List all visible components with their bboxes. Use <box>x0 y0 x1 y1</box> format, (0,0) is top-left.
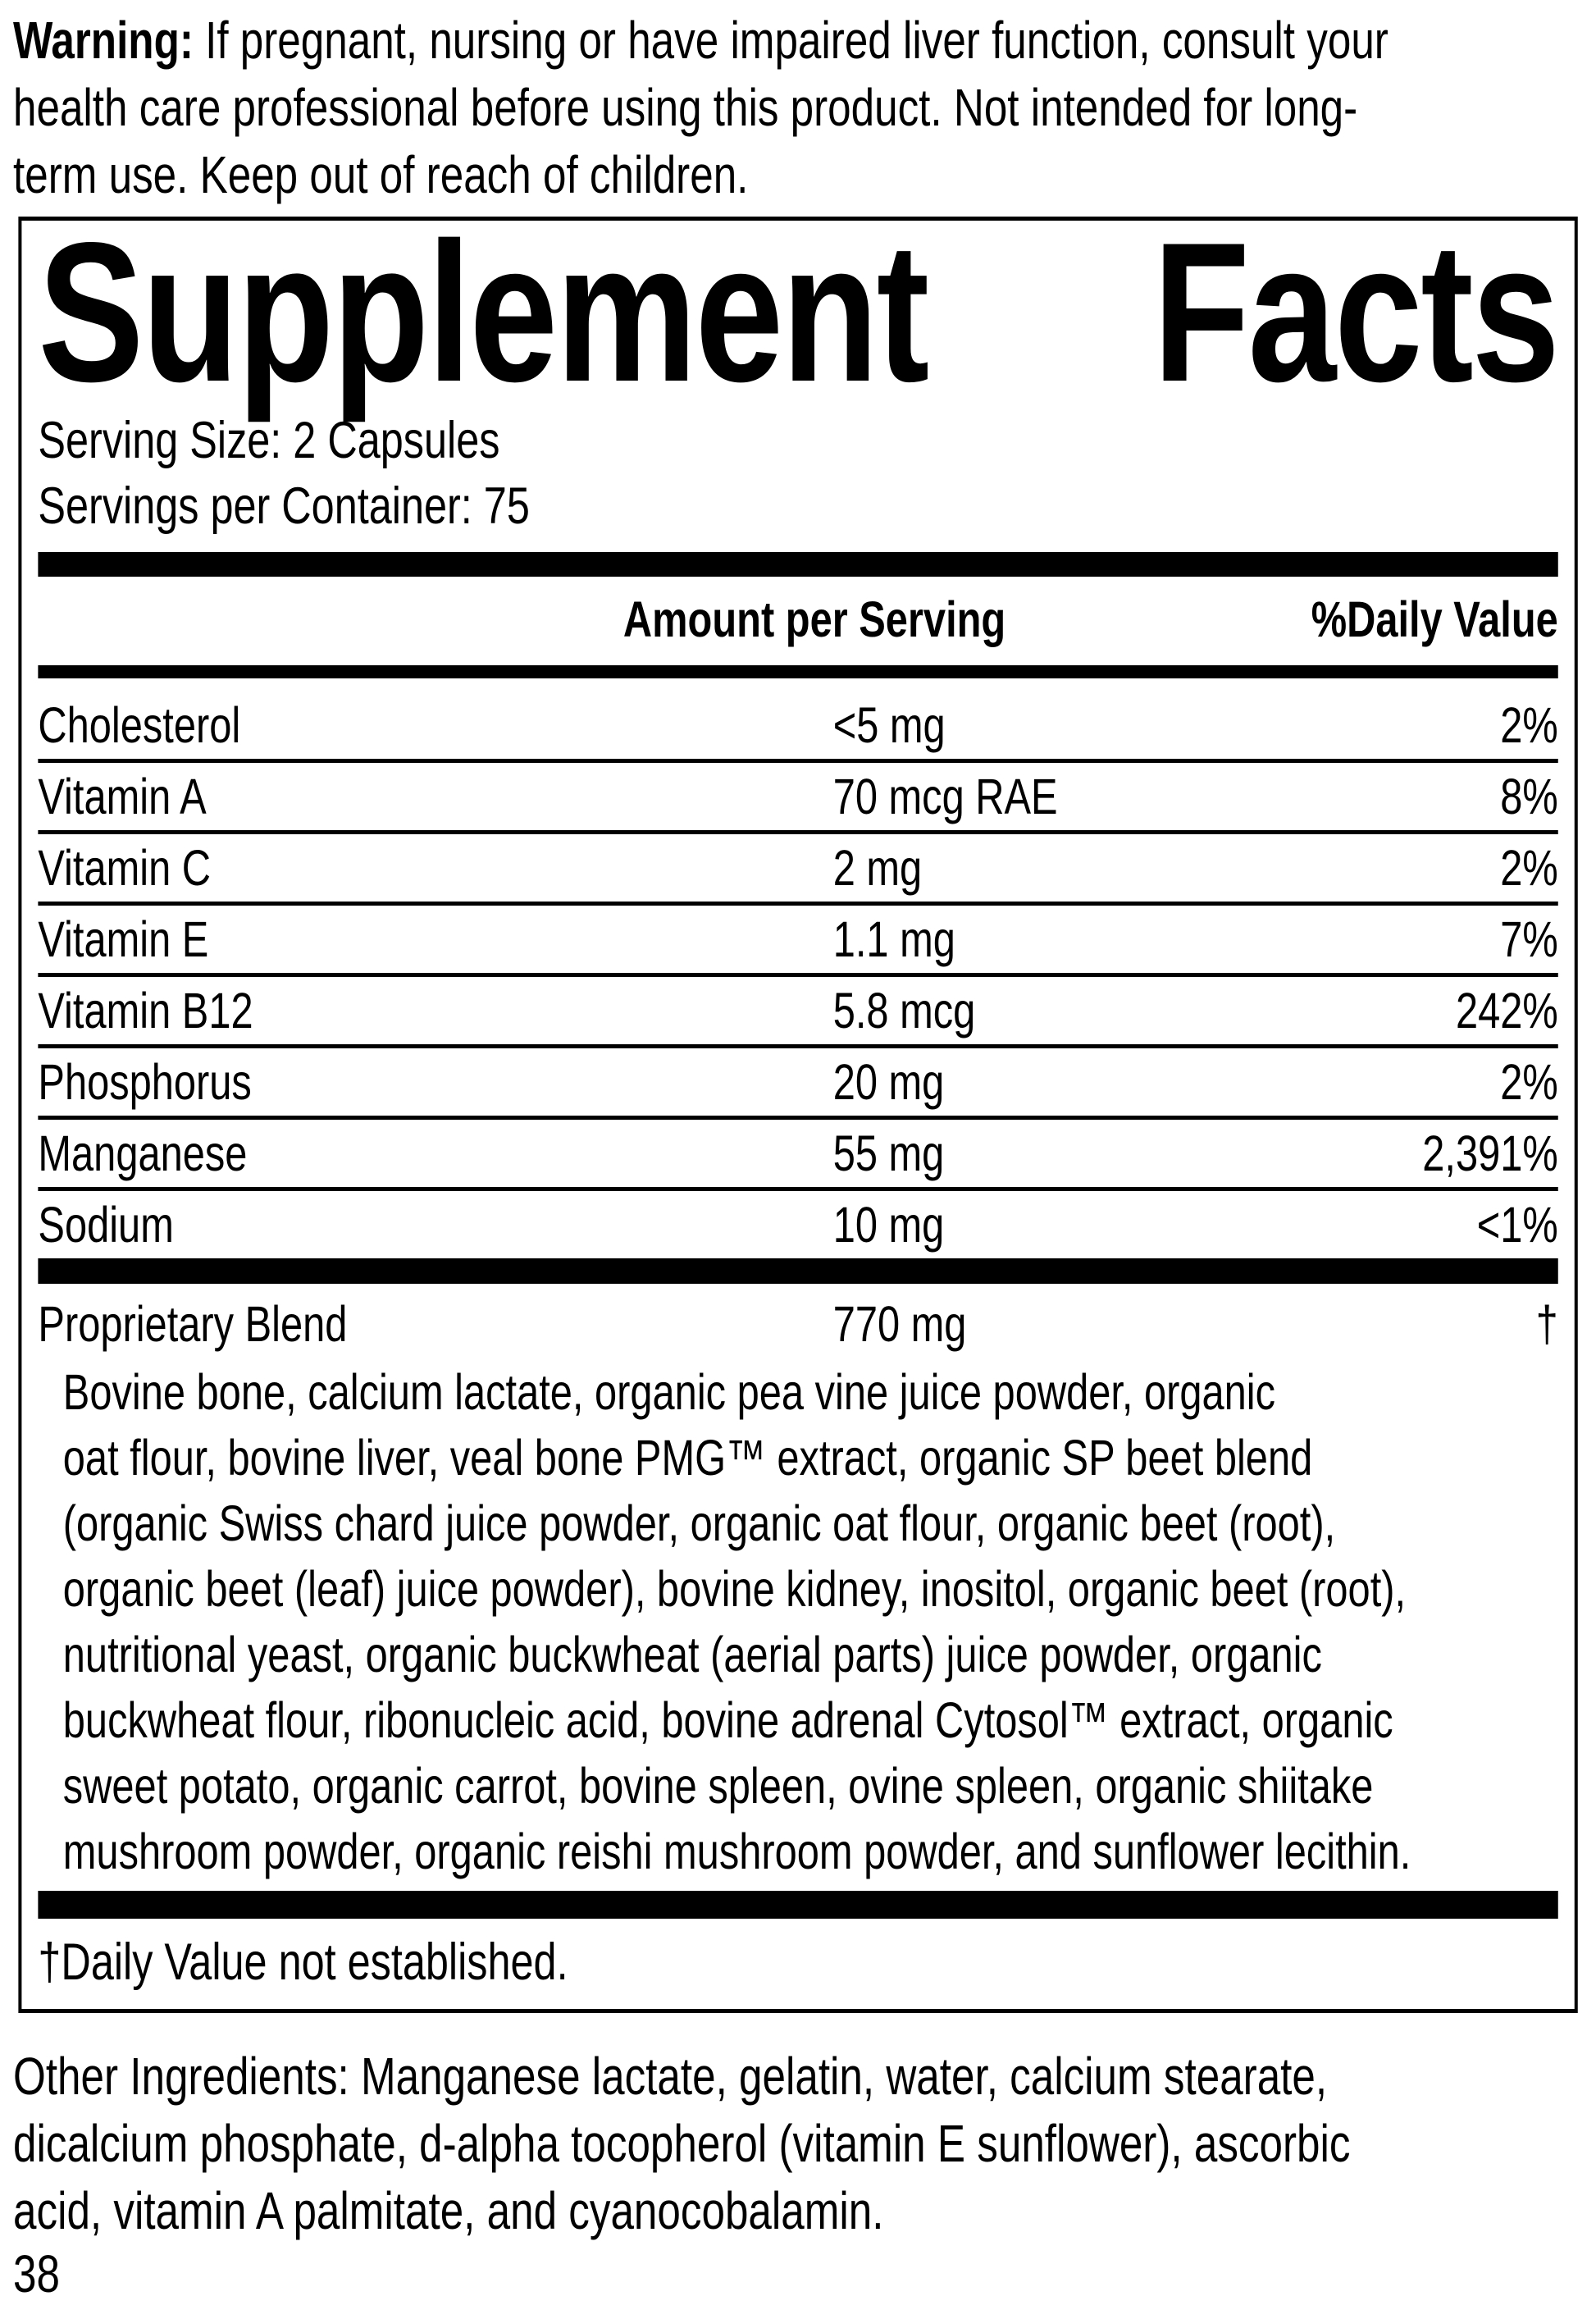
nutrient-daily-value: 8% <box>1500 769 1558 824</box>
nutrient-name: Manganese <box>38 1125 248 1181</box>
daily-value-footnote: †Daily Value not established. <box>38 1933 568 1991</box>
medium-divider-under-header <box>38 665 1558 678</box>
nutrient-row-manganese: Manganese 55 mg 2,391% <box>38 1120 1558 1191</box>
nutrient-daily-value: 242% <box>1455 983 1558 1039</box>
nutrient-row-phosphorus: Phosphorus 20 mg 2% <box>38 1048 1558 1120</box>
nutrient-row-vitamin-a: Vitamin A 70 mcg RAE 8% <box>38 763 1558 834</box>
page-number: 38 <box>12 2244 60 2303</box>
nutrient-daily-value: 2% <box>1500 697 1558 753</box>
nutrient-amount: 55 mg <box>832 1125 945 1181</box>
supplement-facts-title: Supplement Facts <box>38 202 1560 423</box>
nutrient-name: Cholesterol <box>38 697 241 753</box>
nutrient-name: Phosphorus <box>38 1054 252 1110</box>
nutrient-row-vitamin-b12: Vitamin B12 5.8 mcg 242% <box>38 977 1558 1048</box>
blend-daily-value-dagger: † <box>1535 1296 1558 1352</box>
nutrient-amount: 2 mg <box>832 840 923 896</box>
nutrient-amount: 1.1 mg <box>832 911 955 967</box>
title-word-facts: Facts <box>1152 202 1560 423</box>
supplement-facts-panel: Supplement Facts Serving Size: 2 Capsule… <box>18 202 1578 2013</box>
nutrient-amount: 10 mg <box>832 1197 945 1253</box>
thick-divider-bottom <box>38 1891 1558 1919</box>
nutrient-amount: 70 mcg RAE <box>832 769 1058 824</box>
column-header-percent-daily-value: %Daily Value <box>1311 591 1558 647</box>
warning-label: Warning: <box>12 11 194 70</box>
blend-name: Proprietary Blend <box>38 1296 348 1352</box>
table-header-row: Amount per Serving %Daily Value <box>38 590 1558 649</box>
blend-amount: 770 mg <box>832 1296 967 1352</box>
serving-size-text: Serving Size: 2 Capsules <box>38 412 500 469</box>
nutrient-name: Vitamin E <box>38 911 209 967</box>
nutrient-name: Sodium <box>38 1197 174 1253</box>
blend-description: Bovine bone, calcium lactate, organic pe… <box>62 1364 1411 1879</box>
nutrient-amount: <5 mg <box>832 697 946 753</box>
nutrient-row-vitamin-e: Vitamin E 1.1 mg 7% <box>38 906 1558 977</box>
nutrient-row-vitamin-c: Vitamin C 2 mg 2% <box>38 834 1558 906</box>
title-word-supplement: Supplement <box>38 202 929 423</box>
thick-divider-above-blend <box>38 1258 1558 1284</box>
warning-text: Warning: If pregnant, nursing or have im… <box>13 7 1580 208</box>
nutrient-daily-value: 2% <box>1500 1054 1558 1110</box>
nutrient-name: Vitamin C <box>38 840 212 896</box>
nutrient-amount: 5.8 mcg <box>832 983 976 1039</box>
nutrient-name: Vitamin A <box>38 769 207 824</box>
nutrient-row-sodium: Sodium 10 mg <1% <box>38 1191 1557 1258</box>
nutrient-daily-value: 7% <box>1500 911 1558 967</box>
warning-body: If pregnant, nursing or have impaired li… <box>12 11 1389 204</box>
proprietary-blend-row: Proprietary Blend 770 mg † <box>38 1284 1557 1359</box>
label-page: Warning: If pregnant, nursing or have im… <box>0 7 1596 2303</box>
nutrient-daily-value: 2% <box>1500 840 1558 896</box>
other-ingredients-text: Other Ingredients: Manganese lactate, ge… <box>12 2047 1351 2240</box>
nutrient-row-cholesterol: Cholesterol <5 mg 2% <box>38 692 1558 763</box>
column-header-amount-per-serving: Amount per Serving <box>622 591 1006 647</box>
nutrient-daily-value: 2,391% <box>1422 1125 1558 1181</box>
thick-divider-top <box>38 552 1558 577</box>
nutrient-daily-value: <1% <box>1476 1197 1558 1253</box>
nutrient-amount: 20 mg <box>832 1054 945 1110</box>
nutrient-name: Vitamin B12 <box>38 983 253 1039</box>
nutrient-table: Cholesterol <5 mg 2% Vitamin A 70 mcg RA… <box>38 692 1558 1258</box>
servings-per-container-text: Servings per Container: 75 <box>38 477 530 535</box>
